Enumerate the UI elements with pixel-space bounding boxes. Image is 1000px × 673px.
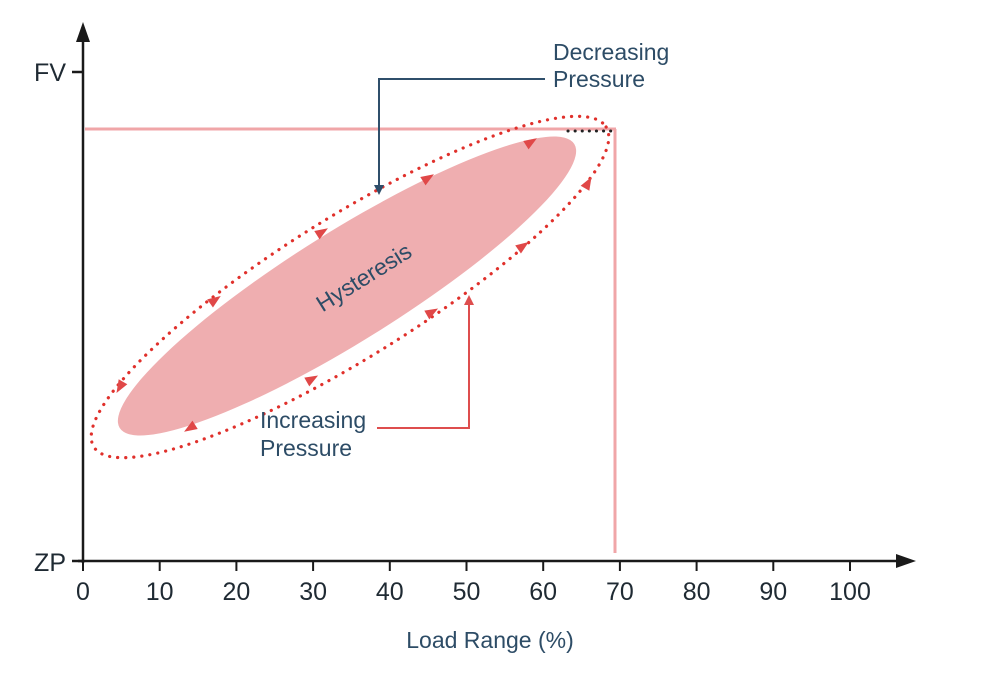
x-tick-label: 50 xyxy=(453,578,481,606)
decreasing-pressure-arrow xyxy=(374,78,545,195)
path-direction-arrowhead xyxy=(523,138,537,150)
increasing-line-2: Pressure xyxy=(260,435,352,461)
x-axis-title: Load Range (%) xyxy=(406,627,574,653)
x-tick-label: 20 xyxy=(222,578,250,606)
path-direction-arrowhead xyxy=(515,241,529,254)
y-axis-arrowhead xyxy=(76,22,90,42)
x-tick-label: 60 xyxy=(529,578,557,606)
path-direction-arrowhead xyxy=(207,295,221,308)
decreasing-pressure-label: Decreasing Pressure xyxy=(553,39,676,92)
x-tick-label: 100 xyxy=(829,578,871,606)
path-direction-arrowhead xyxy=(580,176,592,191)
path-direction-arrowhead xyxy=(424,308,439,320)
hysteresis-loop-fill xyxy=(117,136,577,436)
x-tick-label: 10 xyxy=(146,578,174,606)
path-direction-arrowhead xyxy=(184,420,198,432)
direction-arrowheads xyxy=(116,138,592,432)
path-direction-arrowhead xyxy=(304,375,319,387)
x-tick-label: 40 xyxy=(376,578,404,606)
path-direction-arrowhead xyxy=(116,379,128,394)
fv-label: FV xyxy=(34,59,66,87)
x-tick-label: 90 xyxy=(759,578,787,606)
path-direction-arrowhead xyxy=(420,174,434,186)
x-tick-label: 80 xyxy=(683,578,711,606)
increasing-line-1: Increasing xyxy=(260,407,366,433)
zp-label: ZP xyxy=(34,549,66,577)
x-tick-label: 70 xyxy=(606,578,634,606)
increasing-pressure-label: Increasing Pressure xyxy=(260,407,373,461)
hysteresis-dotted-path xyxy=(89,114,611,460)
decreasing-line-2: Pressure xyxy=(553,66,645,92)
x-tick-label: 0 xyxy=(76,578,90,606)
increasing-pressure-arrow xyxy=(377,295,474,429)
path-direction-arrowhead xyxy=(314,228,328,240)
decreasing-line-1: Decreasing xyxy=(553,39,669,65)
x-axis-ticks: 0 10 20 30 40 50 60 70 80 90 100 xyxy=(76,561,871,606)
x-tick-label: 30 xyxy=(299,578,327,606)
x-axis-arrowhead xyxy=(896,554,916,568)
